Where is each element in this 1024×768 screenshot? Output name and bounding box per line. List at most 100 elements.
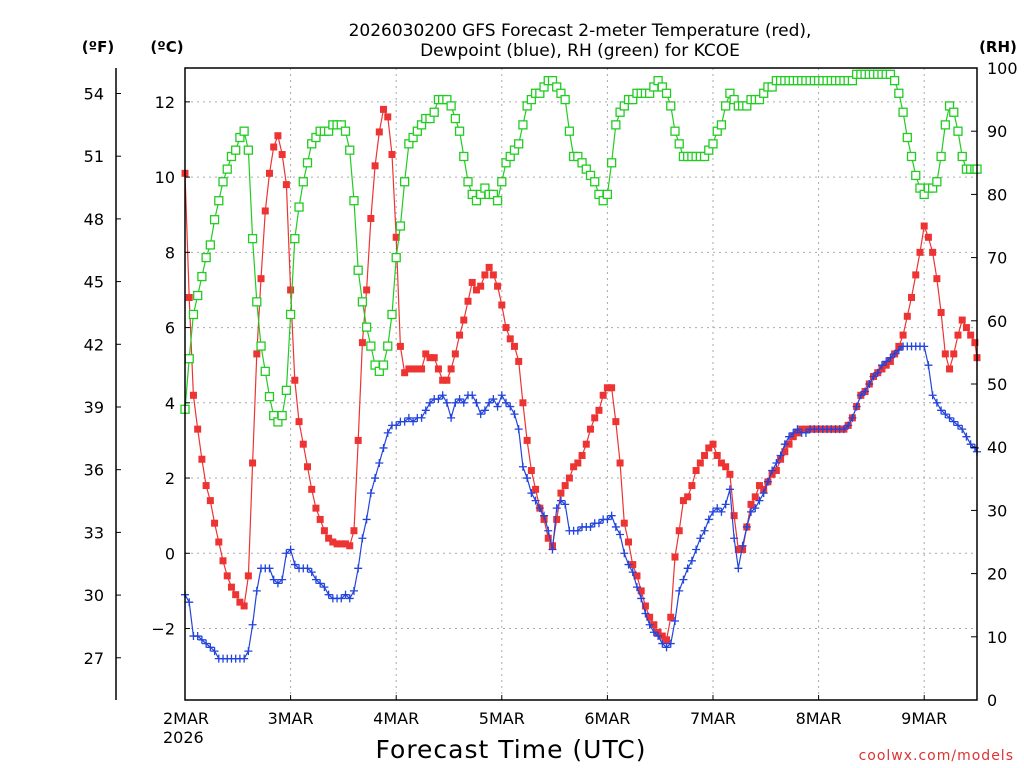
temperature-point <box>570 463 578 471</box>
dewpoint-point <box>383 428 392 437</box>
rh-point <box>290 233 300 244</box>
rh-point <box>590 177 600 187</box>
temperature-point <box>523 436 531 444</box>
rh-point <box>285 309 296 320</box>
temperature-point <box>278 151 286 159</box>
rh-point <box>239 126 249 136</box>
temperature-point <box>434 365 442 373</box>
rh-tick-label: 20 <box>987 565 1007 584</box>
temperature-point <box>625 538 633 546</box>
dewpoint-point <box>210 647 219 656</box>
dewpoint-point <box>721 500 730 509</box>
fahrenheit-tick-label: 33 <box>84 523 104 542</box>
temperature-point <box>726 470 734 478</box>
dewpoint-point <box>349 586 358 595</box>
dewpoint-point <box>738 541 747 550</box>
temperature-point <box>692 467 700 475</box>
dewpoint-point <box>941 410 950 419</box>
temperature-point <box>447 365 455 373</box>
dewpoint-point <box>316 579 325 588</box>
dewpoint-point <box>632 583 641 592</box>
temperature-point <box>303 463 311 471</box>
temperature-point <box>477 282 485 290</box>
dewpoint-point <box>320 583 329 592</box>
rh-tick-label: 100 <box>987 59 1018 78</box>
temperature-point <box>388 151 396 159</box>
dewpoint-point <box>776 451 785 460</box>
fahrenheit-tick-label: 36 <box>84 461 104 480</box>
dewpoint-point <box>434 395 443 404</box>
rh-point <box>721 101 731 111</box>
rh-point <box>898 107 908 117</box>
temperature-point <box>253 350 261 358</box>
temperature-point <box>937 309 945 317</box>
temperature-point <box>781 448 789 456</box>
dewpoint-point <box>928 391 937 400</box>
dewpoint-point <box>890 349 899 358</box>
temperature-point <box>291 376 299 384</box>
rh-point <box>602 189 613 200</box>
dewpoint-point <box>366 489 375 498</box>
temperature-point <box>684 493 692 501</box>
dewpoint-point <box>371 474 380 483</box>
celsius-tick-label: 2 <box>165 469 175 488</box>
temperature-point <box>371 162 379 170</box>
temperature-point <box>282 181 290 189</box>
dewpoint-point <box>197 635 206 644</box>
temperature-point <box>413 365 421 373</box>
temperature-point <box>464 297 472 305</box>
rh-point <box>666 101 676 111</box>
dewpoint-point <box>616 530 625 539</box>
dewpoint-point <box>662 643 671 652</box>
temperature-point <box>333 540 341 548</box>
dewpoint-point <box>202 639 211 648</box>
temperature-point <box>612 418 620 426</box>
temperature-point <box>679 497 687 505</box>
temperature-point <box>451 350 459 358</box>
dewpoint-point <box>945 413 954 422</box>
dewpoint-point <box>455 395 464 404</box>
dewpoint-point <box>341 590 350 599</box>
rh-point <box>193 290 203 301</box>
dewpoint-point <box>713 504 722 513</box>
temperature-point <box>320 527 328 535</box>
dewpoint-point <box>459 398 468 407</box>
temperature-point <box>599 391 607 399</box>
temperature-point <box>565 474 573 482</box>
temperature-point <box>456 331 464 339</box>
dewpoint-point <box>375 459 384 467</box>
temperature-point <box>308 485 316 493</box>
dewpoint-point <box>785 432 794 441</box>
temperature-point <box>633 572 641 580</box>
temperature-point <box>270 143 278 151</box>
temperature-point <box>637 587 645 595</box>
rh-point <box>256 341 266 351</box>
temperature-point <box>646 613 654 621</box>
dewpoint-point <box>556 496 565 505</box>
dewpoint-point <box>856 391 865 400</box>
dewpoint-point <box>269 575 278 584</box>
dewpoint-point <box>485 398 494 407</box>
temperature-point <box>595 406 603 414</box>
x-tick-label: 9MAR <box>901 709 947 728</box>
fahrenheit-tick-label: 39 <box>84 398 104 417</box>
dewpoint-point <box>755 496 764 505</box>
temperature-point <box>375 128 383 136</box>
grid-lines <box>185 68 977 700</box>
temperature-point <box>312 504 320 512</box>
dewpoint-point <box>844 421 853 430</box>
temperature-point <box>194 425 202 433</box>
dewpoint-point <box>742 522 751 531</box>
rh-point <box>298 177 308 187</box>
dewpoint-point <box>704 515 713 524</box>
rh-point <box>383 341 393 351</box>
temperature-point <box>498 301 506 309</box>
temperature-point <box>946 365 954 373</box>
temperature-point <box>908 293 916 301</box>
dewpoint-point <box>451 398 460 407</box>
temperature-point <box>751 493 759 501</box>
rh-point <box>454 126 465 136</box>
dewpoint-point <box>641 609 650 618</box>
